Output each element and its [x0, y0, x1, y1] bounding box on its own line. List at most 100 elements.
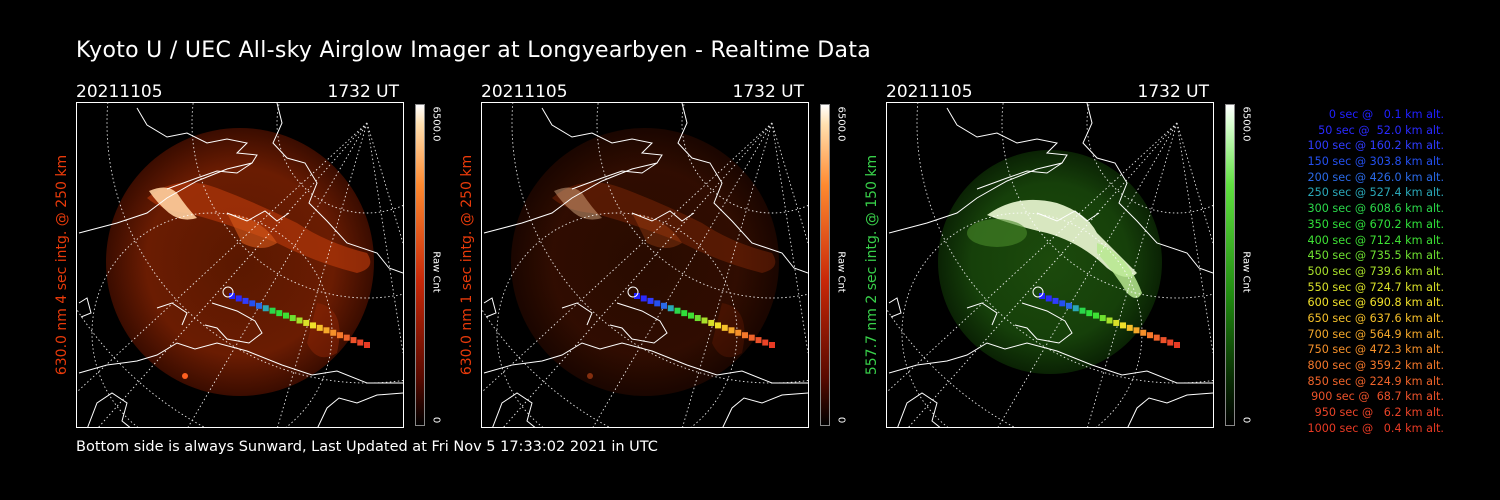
- allsky-image: [886, 102, 1214, 428]
- trajectory-point: [235, 295, 242, 302]
- trajectory-point: [289, 315, 296, 322]
- legend-row: 0 sec @ 0.1 km alt.: [1328, 108, 1444, 121]
- trajectory-point: [249, 300, 256, 307]
- footer-status: Bottom side is always Sunward, Last Upda…: [76, 439, 658, 455]
- legend-row: 900 sec @ 68.7 km alt.: [1311, 390, 1444, 404]
- trajectory-point: [357, 339, 364, 346]
- trajectory-point: [1079, 307, 1086, 314]
- satellite-trajectory: [627, 286, 775, 348]
- trajectory-point: [674, 307, 681, 314]
- legend-row: 1000 sec @ 0.4 km alt.: [1307, 421, 1445, 435]
- trajectory-point: [1126, 324, 1133, 331]
- trajectory-point: [256, 302, 262, 309]
- colorbar-max-label: 6500.0: [430, 106, 442, 142]
- sky-disk: [938, 150, 1162, 374]
- panel-ylabel: 557.7 nm 2 sec intg. @ 150 km: [862, 102, 882, 428]
- trajectory-point: [721, 324, 728, 331]
- geo-grid: [482, 103, 808, 427]
- trajectory-point: [701, 317, 708, 324]
- station-marker: [1032, 286, 1044, 298]
- trajectory-point: [715, 322, 721, 329]
- trajectory-point: [634, 293, 640, 299]
- legend-row: 450 sec @ 735.5 km alt.: [1307, 249, 1445, 263]
- imager-panel-1: 20211105 1732 UT 630.0 nm 4 sec intg. @ …: [54, 80, 476, 430]
- trajectory-point: [1113, 319, 1120, 326]
- legend-row: 650 sec @ 637.6 km alt.: [1307, 311, 1445, 325]
- panel-time: 1732 UT: [732, 82, 805, 102]
- legend-row: 700 sec @ 564.9 km alt.: [1307, 327, 1445, 341]
- colorbar-unit-label: Raw Cnt: [835, 251, 847, 293]
- aurora-emission: [967, 199, 1142, 298]
- trajectory-point: [1153, 334, 1160, 341]
- colorbar-min-label: 0: [430, 416, 442, 424]
- legend-row: 800 sec @ 359.2 km alt.: [1307, 359, 1445, 372]
- trajectory-point: [1086, 310, 1093, 317]
- trajectory-point: [283, 312, 289, 319]
- aurora-emission: [552, 182, 776, 379]
- station-marker: [627, 286, 639, 298]
- trajectory-point: [1160, 337, 1167, 344]
- panel-ylabel: 630.0 nm 4 sec intg. @ 250 km: [52, 102, 72, 428]
- trajectory-point: [330, 329, 337, 336]
- legend-row: 750 sec @ 472.3 km alt.: [1307, 343, 1445, 357]
- trajectory-point: [276, 310, 283, 317]
- panel-time: 1732 UT: [1137, 82, 1210, 102]
- trajectory-point: [1174, 342, 1180, 348]
- trajectory-point: [1093, 312, 1099, 319]
- trajectory-point: [303, 319, 310, 326]
- trajectory-point: [1167, 339, 1174, 346]
- imager-panel-3: 20211105 1732 UT 557.7 nm 2 sec intg. @ …: [864, 80, 1286, 430]
- trajectory-point: [661, 302, 667, 309]
- legend-row: 850 sec @ 224.9 km alt.: [1307, 374, 1445, 388]
- trajectory-point: [296, 317, 303, 324]
- colorbar-min-label: 0: [1240, 416, 1252, 424]
- trajectory-point: [735, 329, 742, 336]
- trajectory-point: [640, 295, 647, 302]
- colorbar-max-label: 6500.0: [1240, 106, 1252, 142]
- trajectory-point: [343, 334, 350, 341]
- trajectory-point: [647, 297, 654, 304]
- trajectory-point: [262, 305, 269, 312]
- coastline-map: [78, 103, 403, 427]
- trajectory-point: [667, 305, 674, 312]
- trajectory-point: [229, 293, 235, 299]
- legend-row: 600 sec @ 690.8 km alt.: [1307, 296, 1445, 310]
- trajectory-point: [755, 337, 762, 344]
- legend-row: 400 sec @ 712.4 km alt.: [1307, 233, 1445, 247]
- panel-ylabel: 630.0 nm 1 sec intg. @ 250 km: [457, 102, 477, 428]
- legend-row: 300 sec @ 608.6 km alt.: [1307, 202, 1445, 216]
- trajectory-point: [242, 297, 249, 304]
- allsky-image: [481, 102, 809, 428]
- trajectory-point: [269, 307, 276, 314]
- trajectory-point: [323, 327, 330, 334]
- legend-row: 50 sec @ 52.0 km alt.: [1318, 123, 1444, 137]
- trajectory-point: [1045, 295, 1052, 302]
- trajectory-point: [1066, 302, 1072, 309]
- geo-grid: [77, 103, 403, 427]
- legend-row: 350 sec @ 670.2 km alt.: [1307, 217, 1445, 231]
- trajectory-point: [350, 337, 357, 344]
- legend-row: 950 sec @ 6.2 km alt.: [1314, 406, 1444, 420]
- colorbar-labels: 6500.0 Raw Cnt 0: [833, 102, 849, 428]
- trajectory-point: [1059, 300, 1066, 307]
- trajectory-point: [1052, 297, 1059, 304]
- trajectory-point: [310, 322, 316, 329]
- satellite-trajectory: [1032, 286, 1180, 348]
- panel-ylabel-text: 630.0 nm 1 sec intg. @ 250 km: [459, 154, 475, 376]
- trajectory-point: [1106, 317, 1113, 324]
- colorbar-labels: 6500.0 Raw Cnt 0: [1238, 102, 1254, 428]
- trajectory-point: [1099, 315, 1106, 322]
- panel-time: 1732 UT: [327, 82, 400, 102]
- coastline-map: [483, 103, 808, 427]
- colorbar: [820, 104, 830, 426]
- panel-ylabel-text: 630.0 nm 4 sec intg. @ 250 km: [54, 154, 70, 376]
- colorbar-min-label: 0: [835, 416, 847, 424]
- page-title: Kyoto U / UEC All-sky Airglow Imager at …: [76, 38, 872, 63]
- trajectory-point: [748, 334, 755, 341]
- station-marker: [222, 286, 234, 298]
- trajectory-point: [681, 310, 688, 317]
- trajectory-point: [1140, 329, 1147, 336]
- panel-ylabel-text: 557.7 nm 2 sec intg. @ 150 km: [864, 154, 880, 376]
- trajectory-point: [316, 324, 323, 331]
- aurora-emission: [147, 182, 371, 379]
